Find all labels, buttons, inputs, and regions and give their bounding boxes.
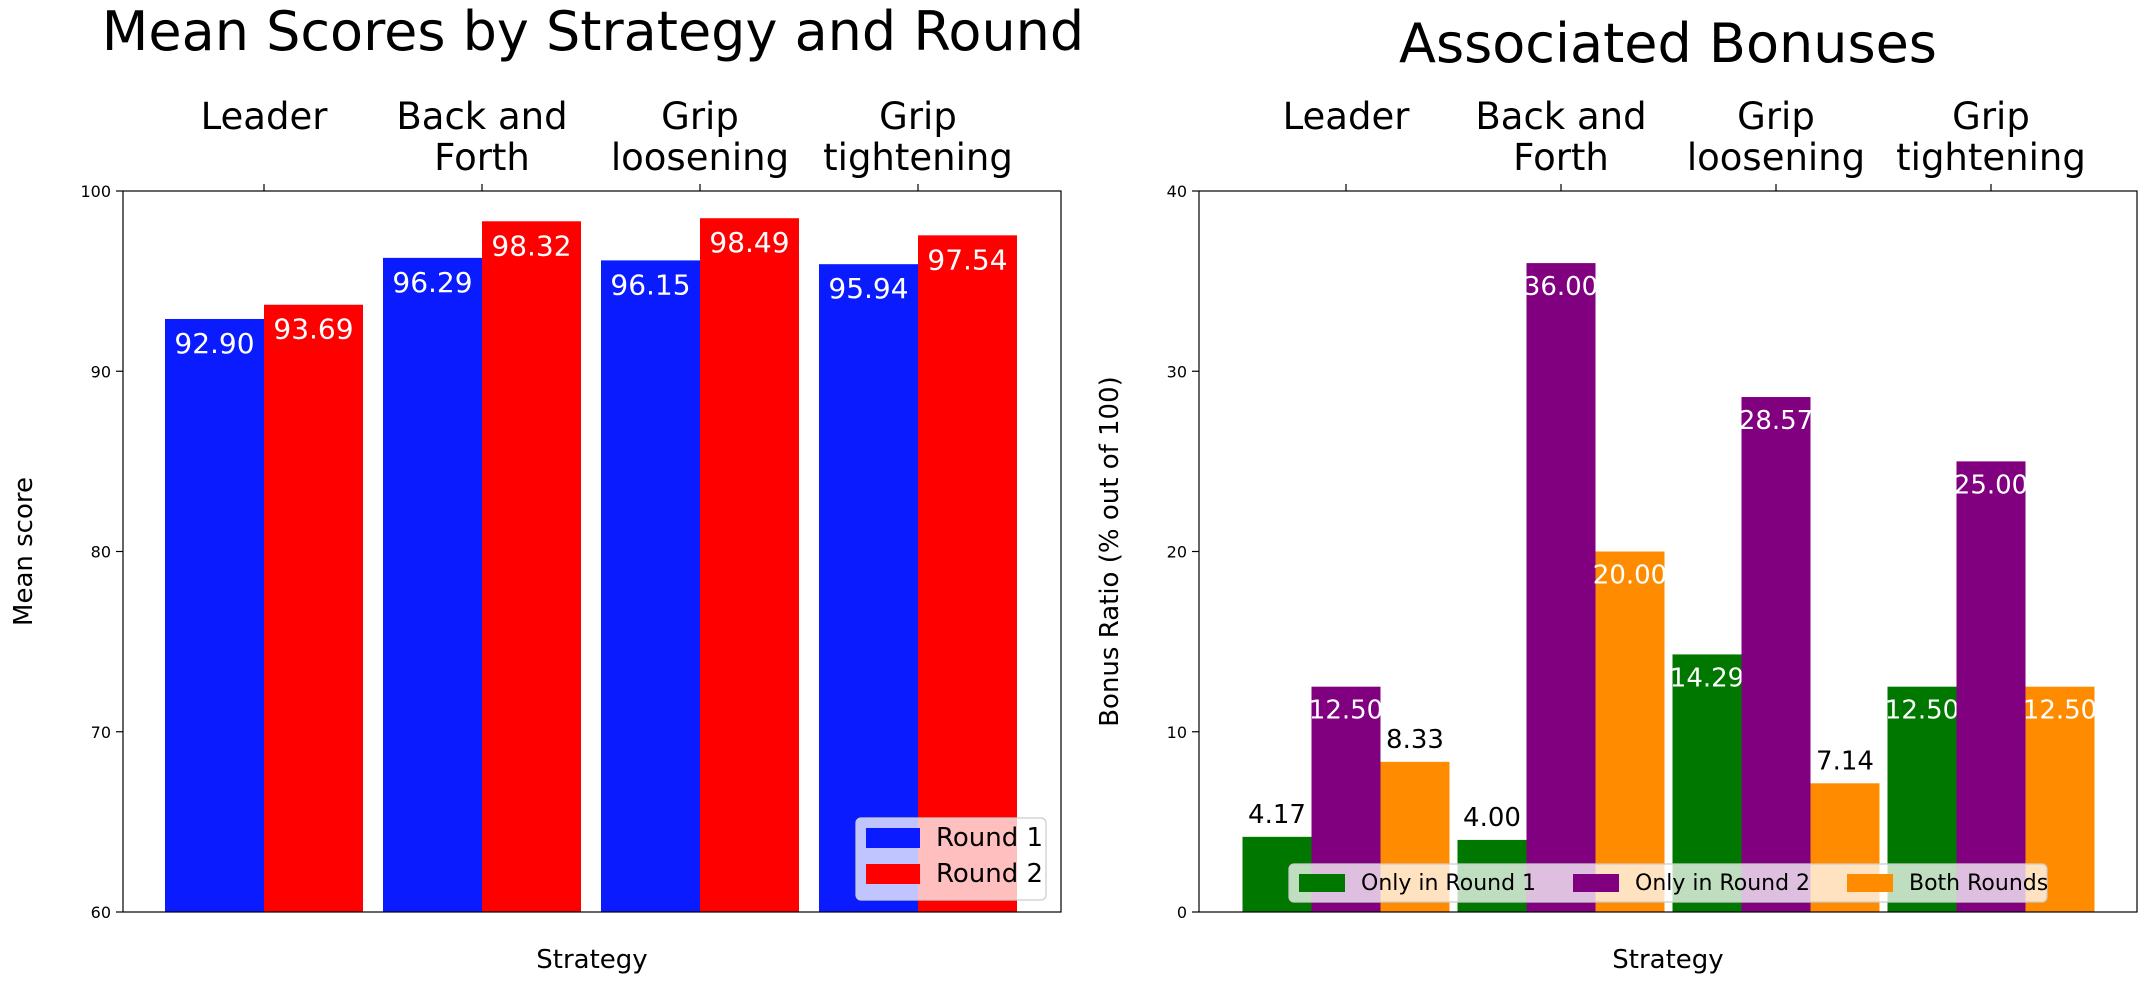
bar (601, 260, 700, 912)
bar (1595, 551, 1665, 912)
category-label: Back and Forth (396, 95, 567, 179)
chart-title: Associated Bonuses (1399, 12, 1937, 75)
bar (1956, 461, 2026, 912)
x-axis-label: Strategy (1612, 945, 1723, 975)
legend-swatch (1573, 874, 1619, 892)
bar-value-label: 7.14 (1816, 746, 1874, 776)
bar-value-label: 96.15 (610, 268, 690, 301)
bar-value-label: 97.54 (927, 243, 1007, 276)
bar-value-label: 12.50 (1309, 696, 1383, 726)
chart-title: Mean Scores by Strategy and Round (102, 0, 1084, 63)
bar (1526, 263, 1596, 913)
legend-swatch (866, 828, 920, 848)
category-label: Grip loosening (1687, 95, 1865, 179)
legend-swatch (1847, 874, 1893, 892)
y-tick-label: 70 (91, 723, 111, 742)
bar-value-label: 98.49 (709, 226, 789, 259)
bar-value-label: 25.00 (1954, 470, 2028, 500)
left-panel: Mean Scores by Strategy and Round 92.90 96… (9, 0, 1084, 975)
bar (700, 218, 799, 912)
y-tick-label: 10 (1167, 723, 1187, 742)
y-tick-label: 100 (80, 182, 111, 201)
bar-value-label: 93.69 (273, 313, 353, 346)
bar-value-label: 36.00 (1524, 272, 1598, 302)
bar (383, 257, 482, 912)
bar-value-label: 8.33 (1386, 725, 1444, 755)
category-label: Back and Forth (1475, 95, 1646, 179)
legend-swatch (1299, 874, 1345, 892)
y-tick-label: 90 (91, 362, 111, 381)
bar-value-label: 28.57 (1739, 406, 1813, 436)
y-tick-label: 20 (1167, 543, 1187, 562)
bar-value-label: 14.29 (1670, 663, 1744, 693)
legend-label: Only in Round 1 (1361, 871, 1536, 896)
y-tick-label: 40 (1167, 182, 1187, 201)
legend-box (1288, 863, 2048, 903)
bar (165, 318, 264, 912)
legend-label: Both Rounds (1909, 871, 2048, 896)
y-tick-label: 0 (1177, 903, 1187, 922)
bar-value-label: 12.50 (2023, 696, 2097, 726)
bar-value-label: 12.50 (1885, 696, 1959, 726)
bar (819, 264, 918, 912)
y-axis-label: Bonus Ratio (% out of 100) (1095, 376, 1125, 727)
category-label: Leader (1283, 95, 1411, 138)
y-axis-label: Mean score (9, 477, 39, 626)
category-label: Grip tightening (1896, 95, 2086, 179)
legend-label: Round 1 (936, 823, 1043, 853)
x-axis-label: Strategy (536, 945, 647, 975)
legend-swatch (866, 864, 920, 884)
bar-value-label: 4.00 (1463, 803, 1521, 833)
legend-label: Only in Round 2 (1635, 871, 1810, 896)
bar (918, 235, 1017, 913)
y-tick-label: 60 (91, 903, 111, 922)
bar-value-label: 92.90 (174, 327, 254, 360)
category-label: Leader (201, 95, 329, 138)
bar (1741, 397, 1811, 912)
bar-value-label: 96.29 (392, 266, 472, 299)
bar-value-label: 20.00 (1593, 561, 1667, 591)
bar-value-label: 98.32 (491, 229, 571, 262)
category-label: Grip tightening (823, 95, 1013, 179)
bar (482, 221, 581, 913)
y-tick-label: 80 (91, 543, 111, 562)
y-tick-label: 30 (1167, 362, 1187, 381)
bar (264, 304, 363, 912)
bar-value-label: 95.94 (828, 272, 908, 305)
right-panel: Associated Bonuses 4.17 4.00 14.29 12.50 12.5… (1095, 12, 2138, 975)
category-label: Grip loosening (611, 95, 789, 179)
legend-label: Round 2 (936, 859, 1043, 889)
bar-value-label: 4.17 (1248, 800, 1306, 830)
